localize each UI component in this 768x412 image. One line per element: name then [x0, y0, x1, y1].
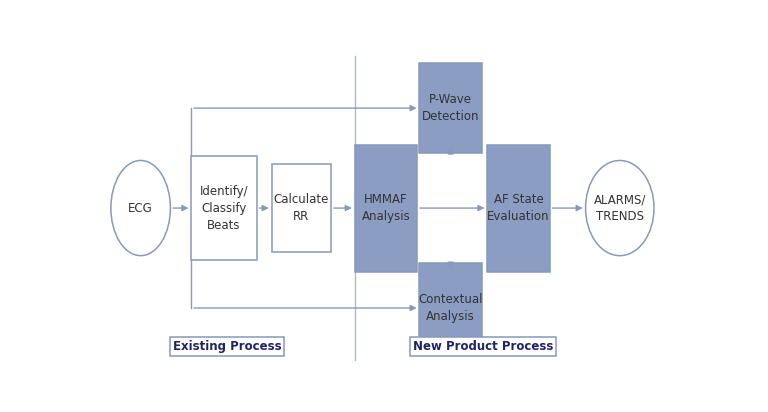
Ellipse shape [111, 161, 170, 255]
Bar [488, 145, 550, 272]
Text: P-Wave
Detection: P-Wave Detection [422, 93, 479, 123]
Text: Contextual
Analysis: Contextual Analysis [419, 293, 483, 323]
Text: Existing Process: Existing Process [173, 339, 281, 353]
Bar [419, 263, 482, 353]
Bar [191, 156, 257, 260]
Text: AF State
Evaluation: AF State Evaluation [488, 193, 550, 223]
Text: HMMAF
Analysis: HMMAF Analysis [362, 193, 410, 223]
Ellipse shape [585, 161, 654, 255]
Text: ECG: ECG [128, 201, 153, 215]
Text: ALARMS/
TRENDS: ALARMS/ TRENDS [594, 193, 646, 223]
Bar [272, 164, 331, 253]
Text: Calculate
RR: Calculate RR [273, 193, 329, 223]
Text: New Product Process: New Product Process [412, 339, 553, 353]
Text: Identify/
Classify
Beats: Identify/ Classify Beats [200, 185, 248, 232]
Bar [355, 145, 417, 272]
Bar [419, 63, 482, 153]
